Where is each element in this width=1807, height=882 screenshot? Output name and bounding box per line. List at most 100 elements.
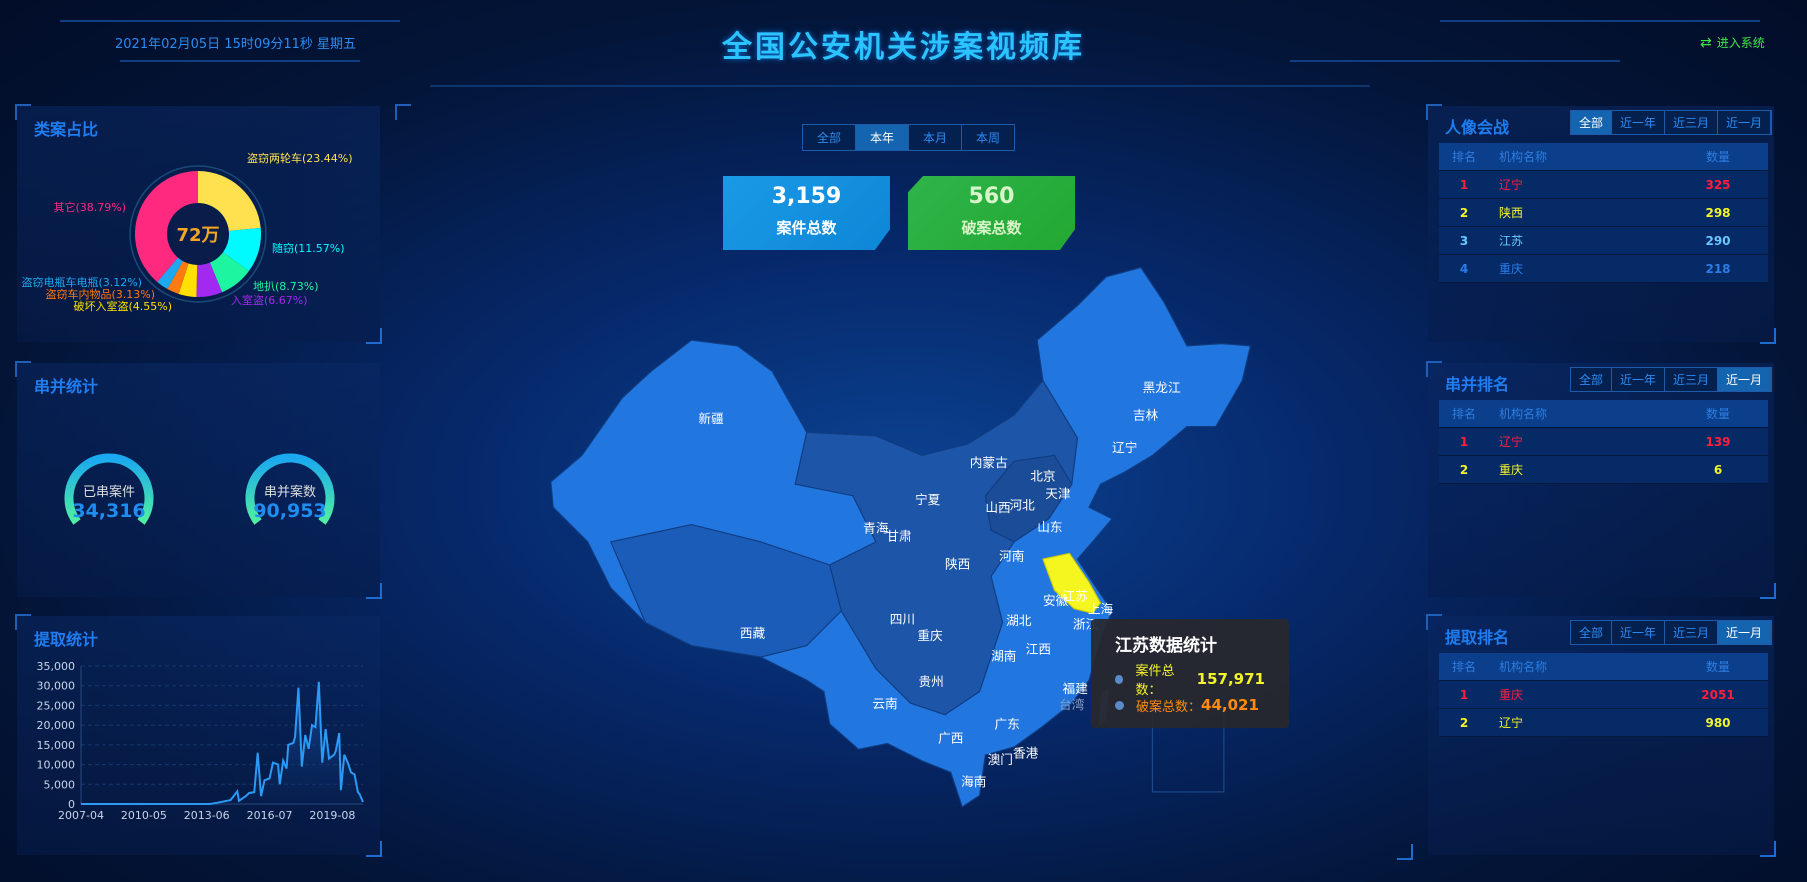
ranking-table: 排名 机构名称 数量 1 辽宁 325 2 陕西 298 3 江苏 290 4 重庆 218 [1439,143,1768,283]
table-row[interactable]: 2 重庆 6 [1439,456,1768,484]
ranking-table: 排名 机构名称 数量 1 重庆 2051 2 辽宁 980 [1439,653,1768,737]
tab-this-month[interactable]: 本月 [909,125,963,150]
slice-label: 地扒(8.73%) [253,279,319,293]
map-province-jiangsu[interactable] [1042,552,1102,614]
rank: 3 [1459,233,1469,248]
switch-arrows-icon: ⇄ [1700,35,1712,51]
slice-label: 随窃(11.57%) [272,241,345,255]
map-tooltip: 江苏数据统计 案件总数： 157,971 破案总数： 44,021 [1091,619,1289,728]
province-label: 江苏 [1063,589,1089,604]
map-region-central[interactable] [794,379,1079,716]
tab-range[interactable]: 近一年 [1611,621,1665,644]
tab-range[interactable]: 近一月 [1717,621,1771,644]
province-label: 广东 [995,717,1020,732]
rank: 1 [1459,687,1469,702]
legend-dot-icon [1115,674,1124,684]
panel-title: 人像会战 [1445,118,1510,137]
panel-title: 类案占比 [34,120,99,139]
tab-range[interactable]: 全部 [1570,111,1612,134]
count: 980 [1705,715,1731,730]
tab-range[interactable]: 近三月 [1664,368,1718,391]
donut-center-label: 72万 [176,225,219,246]
donut-slice[interactable] [196,262,223,297]
x-tick-label: 2010-05 [121,809,167,822]
y-tick-label: 15,000 [37,739,76,752]
map-region-west[interactable] [609,523,842,658]
count: 218 [1705,261,1731,276]
donut-slice[interactable] [178,263,198,297]
province-label: 福建 [1063,681,1089,696]
tab-range[interactable]: 近三月 [1664,111,1718,134]
rank: 1 [1459,177,1469,192]
series-line[interactable] [81,681,364,805]
donut-slice[interactable] [209,252,249,293]
org-name: 辽宁 [1499,716,1524,730]
map-panel [395,104,1413,860]
province-label: 安徽 [1043,593,1069,608]
tab-range[interactable]: 近三月 [1664,621,1718,644]
tooltip-solved-row: 破案总数： 44,021 [1115,692,1265,718]
slice-label: 盗窃电瓶车电瓶(3.12%) [21,275,142,289]
table-row[interactable]: 1 辽宁 325 [1439,171,1768,199]
province-label: 新疆 [698,411,724,426]
table-row[interactable]: 1 辽宁 139 [1439,428,1768,456]
enter-system-label: 进入系统 [1716,36,1765,50]
datetime: 2021年02月05日 15时09分11秒 星期五 [115,37,357,52]
cases-total-value: 3,159 [771,184,842,209]
tab-range[interactable]: 全部 [1570,368,1612,391]
donut-slice[interactable] [135,171,198,283]
province-label: 贵州 [919,674,944,689]
count: 139 [1705,434,1731,449]
tab-range[interactable]: 近一月 [1717,368,1771,391]
org-name: 重庆 [1499,463,1524,477]
tab-range[interactable]: 近一年 [1611,368,1665,391]
province-label: 辽宁 [1112,440,1137,455]
org-name: 重庆 [1499,688,1524,702]
tab-this-year[interactable]: 本年 [856,125,910,150]
province-label: 天津 [1045,486,1071,501]
table-row[interactable]: 2 陕西 298 [1439,199,1768,227]
gauge-arc [245,453,335,525]
gauge-label: 串并案数 [263,485,316,500]
header-count: 数量 [1705,407,1730,421]
enter-system-button[interactable]: ⇄ 进入系统 [1700,34,1765,51]
table-row[interactable]: 2 辽宁 980 [1439,709,1768,737]
tab-all[interactable]: 全部 [803,125,857,150]
solved-total-value: 560 [968,184,1015,209]
y-tick-label: 30,000 [37,680,76,693]
header-decor-line [1440,20,1760,22]
category-share-panel: 类案占比 盗窃两轮车(23.44%) 随窃(11.57%) 地扒(8.73%) 入室盗… [15,104,382,344]
tab-range[interactable]: 近一月 [1717,111,1771,134]
panel-title: 串并统计 [34,377,99,396]
panel-title: 提取统计 [34,630,99,649]
table-row[interactable]: 1 重庆 2051 [1439,681,1768,709]
tab-range[interactable]: 全部 [1570,621,1612,644]
map-region-north-china[interactable] [984,454,1073,543]
count: 290 [1705,233,1731,248]
gauge-arc [64,453,154,525]
table-row[interactable]: 3 江苏 290 [1439,227,1768,255]
donut-slice[interactable] [198,171,261,231]
tab-this-week[interactable]: 本周 [962,125,1015,150]
extraction-line-chart: 0 5,000 10,000 15,000 20,000 25,000 30,000 35,0… [37,660,364,822]
header-rank: 排名 [1451,407,1476,421]
count: 298 [1705,205,1731,220]
donut-chart: 盗窃两轮车(23.44%) 随窃(11.57%) 地扒(8.73%)入室盗(6.67… [21,151,353,313]
donut-slice[interactable] [167,261,189,294]
range-tabs: 全部 近一年 近三月 近一月 [1569,620,1772,645]
panel-title: 提取排名 [1445,628,1510,647]
portrait-battle-panel: 人像会战 全部 近一年 近三月 近一月 排名 机构名称 数量 1 辽宁 325 2 陕西 298 3 江苏… [1426,104,1776,344]
header-decor-line [60,20,400,22]
slice-label: 盗窃两轮车(23.44%) [247,151,353,165]
tab-range[interactable]: 近一年 [1611,111,1665,134]
x-tick-label: 2013-06 [184,809,230,822]
donut-slice[interactable] [157,257,183,290]
y-tick-label: 0 [68,798,75,811]
gauge-value: 34,316 [72,500,146,522]
table-row[interactable]: 4 重庆 218 [1439,255,1768,283]
donut-hole [170,206,226,262]
donut-slice[interactable] [223,227,261,272]
province-label: 青海 [863,521,889,536]
table-header: 排名 机构名称 数量 [1439,143,1768,171]
